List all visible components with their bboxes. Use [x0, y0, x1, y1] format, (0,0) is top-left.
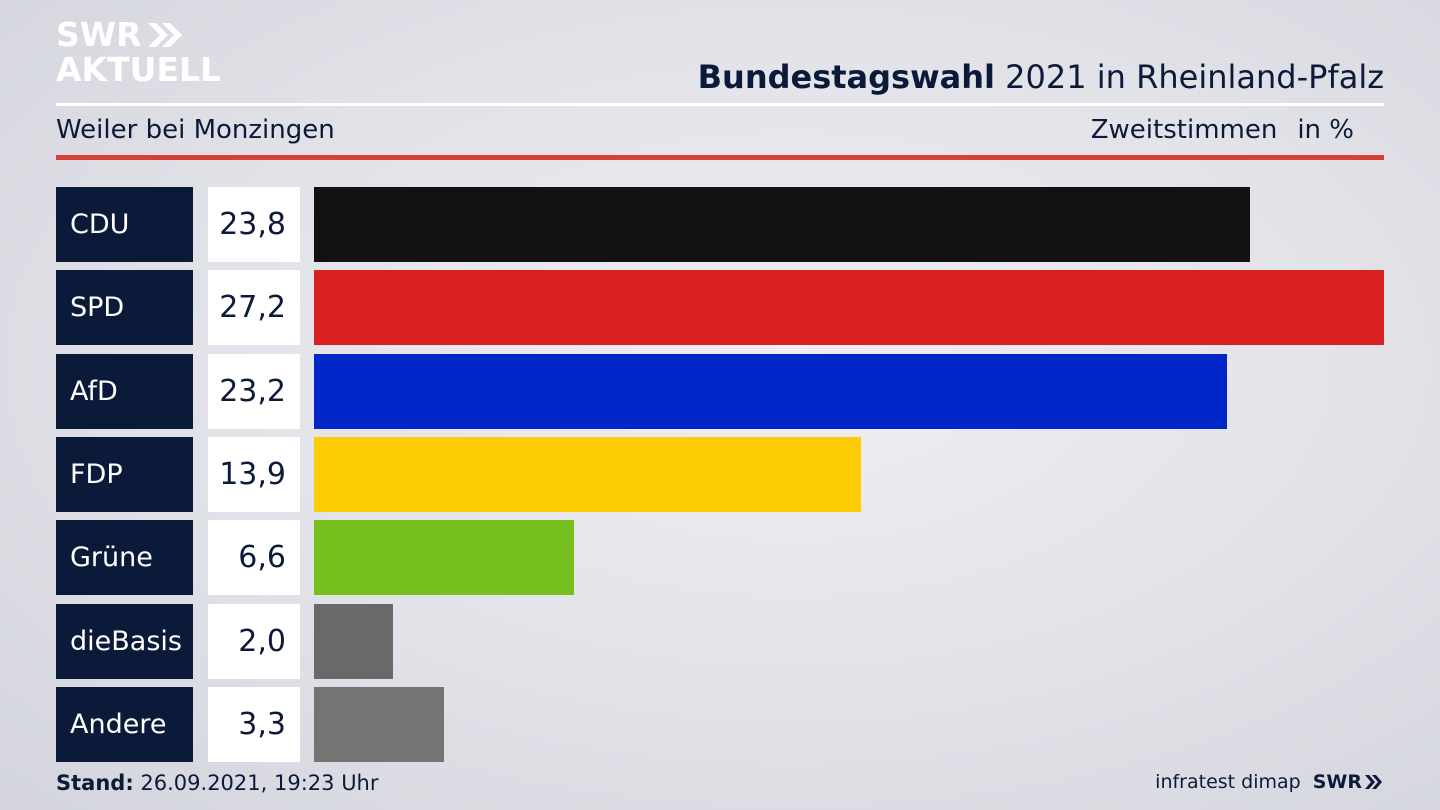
stand-value: 26.09.2021, 19:23 Uhr	[140, 771, 379, 795]
party-label: CDU	[56, 187, 193, 262]
party-label: AfD	[56, 353, 193, 429]
header-divider	[56, 103, 1384, 106]
timestamp: Stand: 26.09.2021, 19:23 Uhr	[56, 771, 379, 795]
title-bold: Bundestagswahl	[697, 58, 995, 96]
footer-brand: SWR	[1312, 771, 1362, 793]
value-label: 3,3	[208, 686, 300, 762]
measure-type: Zweitstimmen	[1090, 115, 1278, 145]
bar	[314, 187, 1250, 262]
double-chevron-icon	[1365, 775, 1382, 789]
party-label: Grüne	[56, 520, 193, 596]
stand-label: Stand:	[56, 771, 134, 795]
measure-label: Zweitstimmen in %	[1091, 115, 1354, 145]
source-credit: infratest dimap SWR	[1155, 771, 1384, 793]
party-label: FDP	[56, 436, 193, 512]
value-label: 23,2	[208, 353, 300, 429]
bar	[314, 270, 1384, 346]
logo-line1: SWR	[56, 15, 142, 54]
value-label: 23,8	[208, 187, 300, 262]
source-label: infratest dimap	[1155, 771, 1301, 793]
title-rest: 2021 in Rheinland-Pfalz	[1005, 58, 1384, 96]
double-chevron-icon	[147, 22, 182, 47]
measure-unit: in %	[1297, 115, 1354, 145]
bar	[314, 436, 861, 512]
swr-footer-logo: SWR	[1313, 771, 1384, 793]
accent-divider	[56, 155, 1384, 160]
swr-aktuell-logo: SWR AKTUELL	[56, 18, 221, 86]
bar	[314, 520, 574, 596]
party-label: Andere	[56, 686, 193, 762]
bar	[314, 686, 444, 762]
municipality-name: Weiler bei Monzingen	[56, 115, 335, 145]
value-label: 13,9	[208, 436, 300, 512]
value-label: 2,0	[208, 603, 300, 679]
party-label: SPD	[56, 270, 193, 346]
bar	[314, 353, 1227, 429]
page-title: Bundestagswahl 2021 in Rheinland-Pfalz	[698, 58, 1384, 96]
logo-line2: AKTUELL	[56, 50, 222, 89]
value-label: 27,2	[208, 270, 300, 346]
bar	[314, 603, 393, 679]
value-label: 6,6	[208, 520, 300, 596]
party-label: dieBasis	[56, 603, 193, 679]
